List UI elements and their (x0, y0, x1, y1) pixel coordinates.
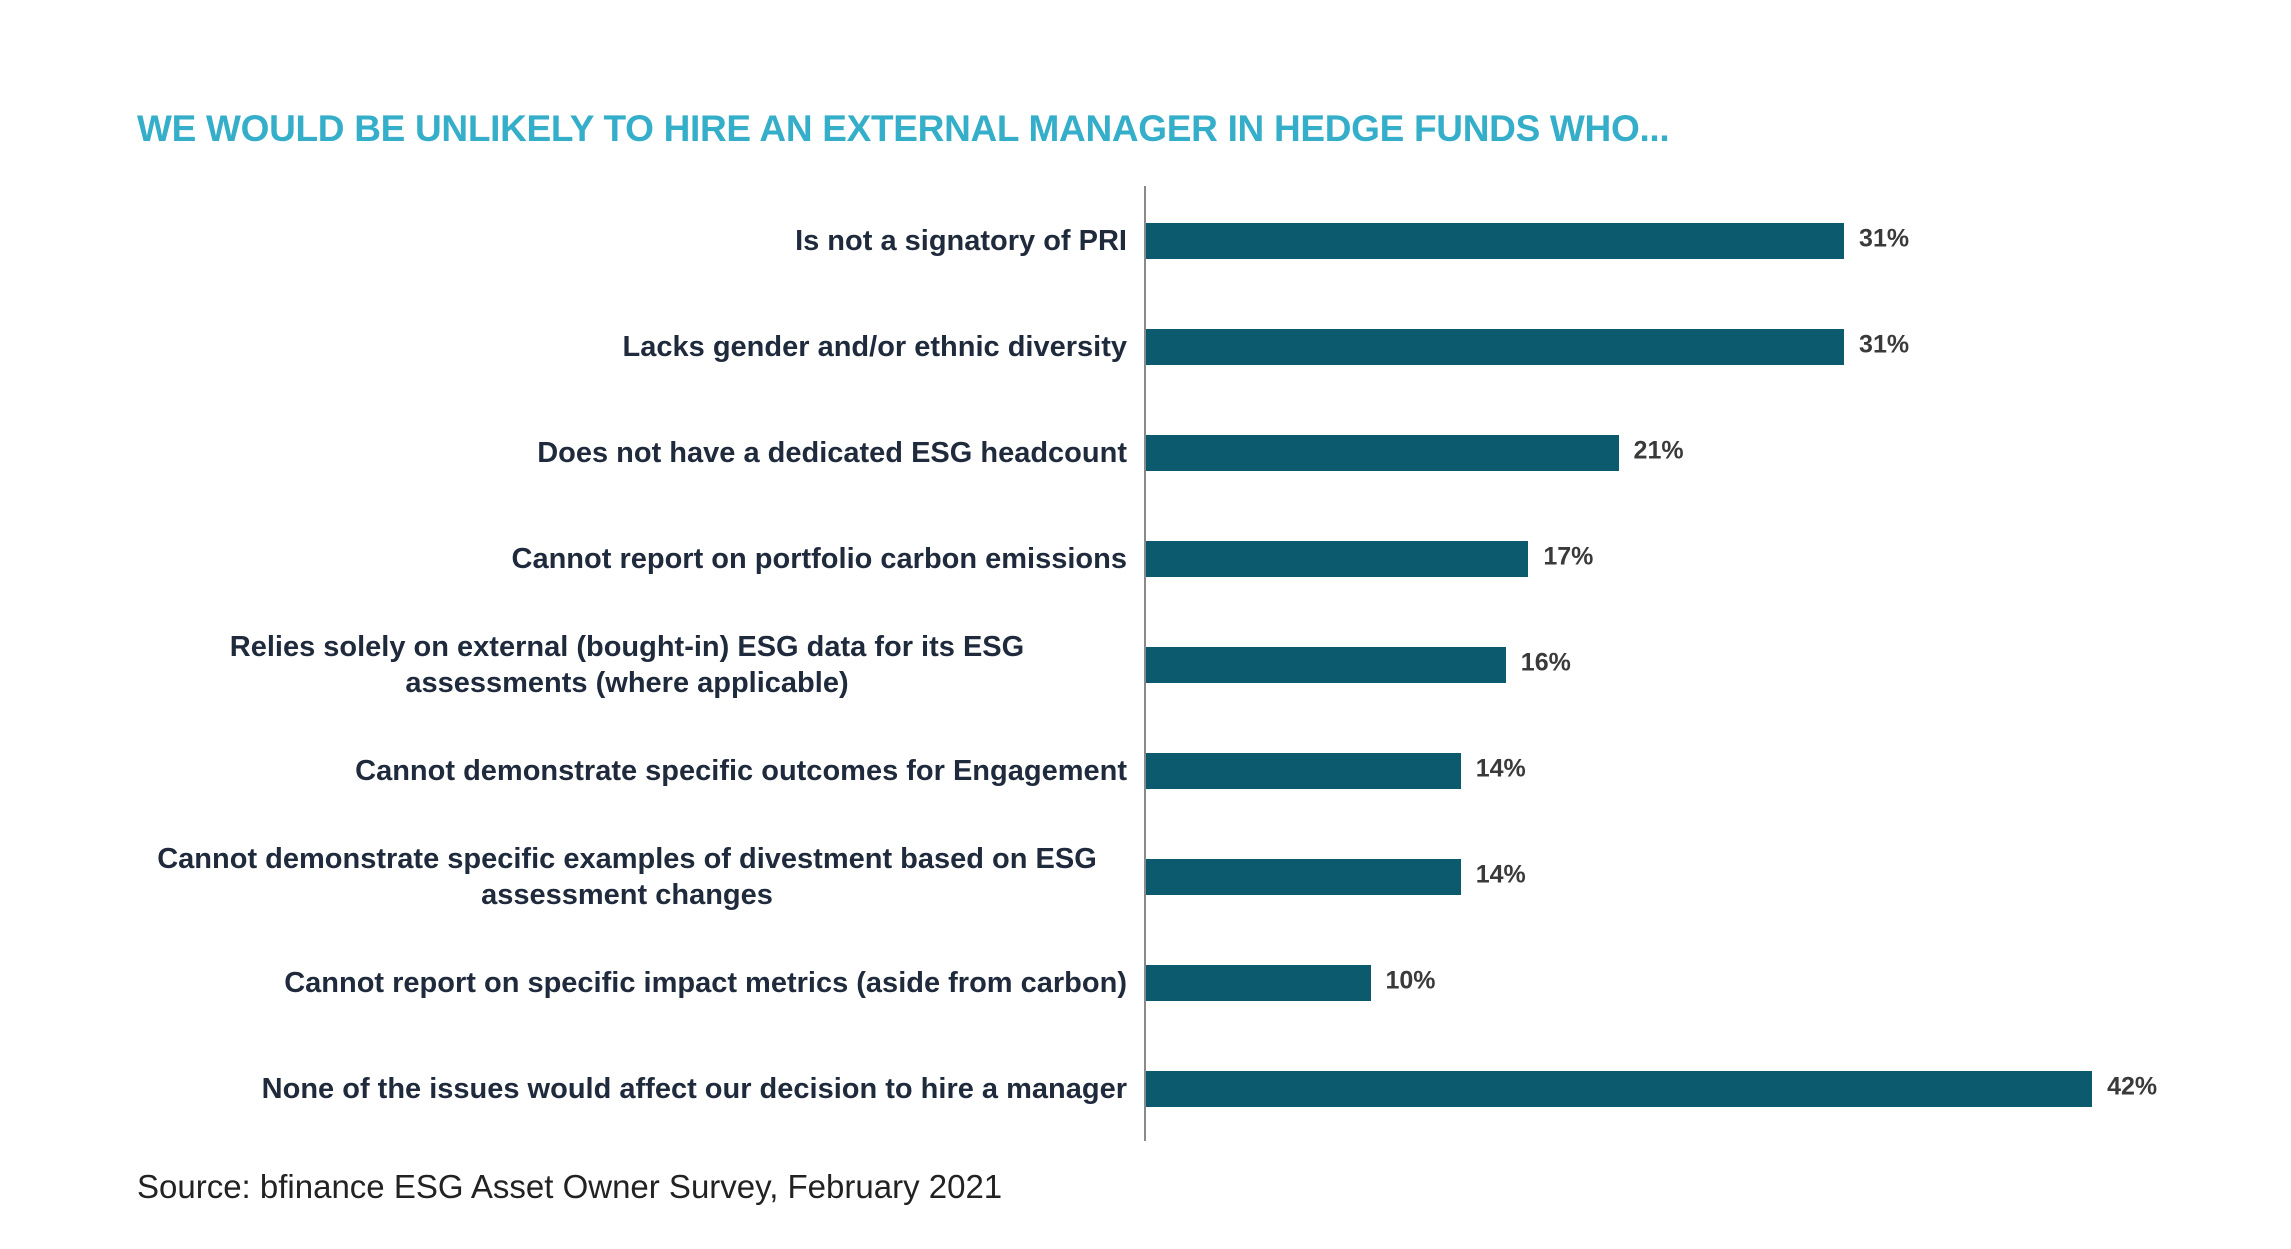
category-label: Lacks gender and/or ethnic diversity (127, 329, 1127, 365)
category-label: None of the issues would affect our deci… (127, 1071, 1127, 1107)
bar (1145, 753, 1461, 789)
category-label: Cannot report on portfolio carbon emissi… (127, 541, 1127, 577)
value-label: 14% (1475, 754, 1526, 783)
bar (1145, 1071, 2093, 1107)
category-label-line: Lacks gender and/or ethnic diversity (622, 331, 1127, 363)
chart-title: WE WOULD BE UNLIKELY TO HIRE AN EXTERNAL… (137, 108, 1670, 149)
category-axis-line (1144, 186, 1146, 1141)
category-label-line: assessments (where applicable) (405, 667, 849, 699)
category-label-line: Cannot demonstrate specific examples of … (157, 843, 1097, 875)
bar (1145, 329, 1845, 365)
category-label: Cannot demonstrate specific examples of … (127, 841, 1127, 913)
category-label: Does not have a dedicated ESG headcount (127, 435, 1127, 471)
category-label: Cannot demonstrate specific outcomes for… (127, 753, 1127, 789)
category-label-line: Does not have a dedicated ESG headcount (537, 437, 1127, 469)
value-label: 16% (1520, 648, 1571, 677)
bar (1145, 541, 1529, 577)
category-label-line: Is not a signatory of PRI (795, 225, 1127, 257)
bar (1145, 965, 1371, 1001)
category-label-line: Cannot report on specific impact metrics… (284, 967, 1127, 999)
category-label-line: assessment changes (481, 879, 773, 911)
value-label: 14% (1475, 860, 1526, 889)
category-label: Relies solely on external (bought-in) ES… (127, 629, 1127, 701)
category-label: Is not a signatory of PRI (127, 223, 1127, 259)
category-label-line: Cannot demonstrate specific outcomes for… (355, 755, 1127, 787)
category-label-line: None of the issues would affect our deci… (261, 1073, 1127, 1105)
category-label-line: Relies solely on external (bought-in) ES… (229, 631, 1025, 663)
source-note: Source: bfinance ESG Asset Owner Survey,… (137, 1168, 1003, 1205)
value-label: 21% (1633, 436, 1684, 465)
value-label: 17% (1543, 542, 1594, 571)
category-label: Cannot report on specific impact metrics… (127, 965, 1127, 1001)
value-label: 42% (2107, 1072, 2158, 1101)
bar (1145, 223, 1845, 259)
bar (1145, 859, 1461, 895)
bar (1145, 435, 1619, 471)
value-label: 10% (1385, 966, 1436, 995)
category-label-line: Cannot report on portfolio carbon emissi… (511, 543, 1127, 575)
value-label: 31% (1859, 330, 1910, 359)
value-label: 31% (1859, 224, 1910, 253)
bar (1145, 647, 1506, 683)
